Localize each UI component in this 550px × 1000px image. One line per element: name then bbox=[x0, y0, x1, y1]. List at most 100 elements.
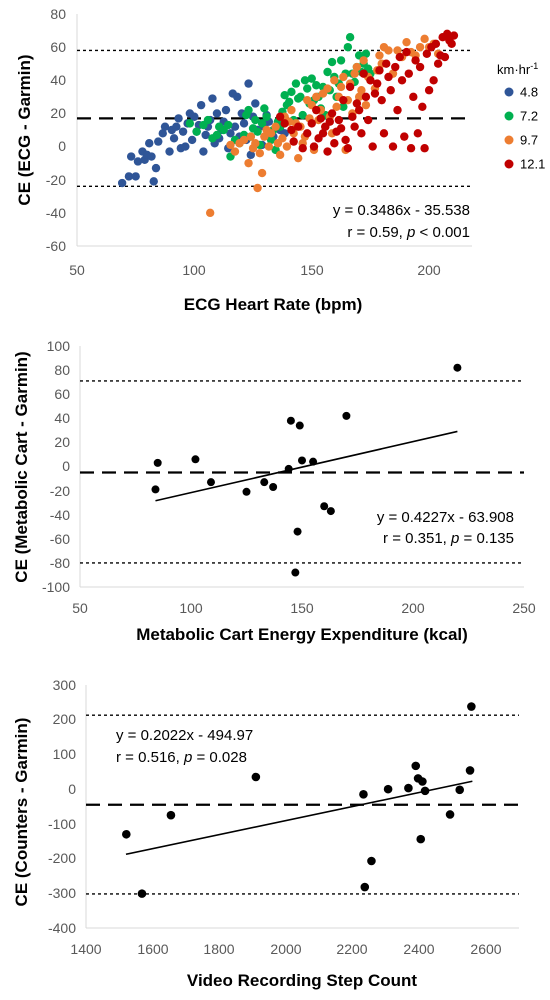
data-point bbox=[178, 127, 188, 136]
y-tick-label: 0 bbox=[58, 138, 66, 154]
data-point bbox=[375, 51, 384, 60]
data-point bbox=[212, 130, 222, 140]
legend-label: 9.7 bbox=[520, 133, 538, 148]
y-tick-label: -80 bbox=[50, 555, 70, 571]
data-point bbox=[465, 766, 475, 775]
data-point bbox=[284, 464, 293, 473]
data-point bbox=[244, 158, 253, 168]
data-point bbox=[386, 86, 395, 95]
data-point bbox=[367, 856, 376, 866]
data-point bbox=[354, 92, 364, 102]
data-point bbox=[455, 785, 465, 795]
x-tick-label: 1400 bbox=[70, 941, 101, 957]
data-point bbox=[160, 122, 170, 131]
data-point bbox=[359, 69, 368, 78]
data-point bbox=[440, 52, 450, 62]
data-point bbox=[251, 99, 260, 108]
data-point bbox=[357, 86, 366, 95]
data-point bbox=[354, 105, 364, 115]
data-point bbox=[309, 142, 319, 151]
data-point bbox=[169, 134, 179, 143]
data-point bbox=[208, 94, 217, 103]
data-point bbox=[318, 129, 328, 138]
y-tick-label: -60 bbox=[50, 531, 70, 547]
data-point bbox=[377, 95, 386, 105]
data-point bbox=[165, 147, 174, 156]
data-point bbox=[293, 527, 302, 536]
y-tick-label: -300 bbox=[48, 885, 76, 901]
x-tick-labels: 1400 1600 1800 2000 2200 2400 2600 bbox=[70, 941, 501, 957]
x-tick-label: 2400 bbox=[403, 941, 434, 957]
regression-equation: y = 0.2022x - 494.97 bbox=[116, 727, 253, 744]
data-point bbox=[269, 482, 278, 491]
data-point bbox=[201, 130, 210, 140]
data-point bbox=[260, 104, 269, 113]
data-point bbox=[271, 122, 280, 131]
data-point bbox=[230, 147, 240, 156]
data-point bbox=[393, 105, 402, 115]
x-tick-label: 2000 bbox=[270, 941, 301, 957]
x-tick-label: 100 bbox=[182, 262, 206, 278]
x-axis-title: Video Recording Step Count bbox=[187, 971, 417, 990]
data-point bbox=[332, 102, 341, 112]
regression-stats: r = 0.516, p = 0.028 bbox=[116, 749, 247, 766]
data-point bbox=[409, 92, 418, 102]
data-points bbox=[117, 29, 459, 218]
data-point bbox=[415, 42, 425, 52]
data-point bbox=[221, 105, 231, 115]
data-point bbox=[122, 829, 131, 839]
regression-equation: y = 0.3486x - 35.538 bbox=[333, 202, 470, 219]
data-point bbox=[166, 810, 176, 820]
data-point bbox=[411, 761, 421, 771]
data-point bbox=[257, 119, 267, 128]
data-point bbox=[126, 152, 136, 161]
y-tick-label: 200 bbox=[53, 711, 77, 727]
data-point bbox=[192, 127, 201, 136]
data-point bbox=[415, 62, 425, 72]
data-point bbox=[284, 97, 294, 107]
x-tick-label: 200 bbox=[417, 262, 441, 278]
data-point bbox=[383, 784, 393, 794]
data-point bbox=[339, 72, 348, 82]
data-point bbox=[309, 457, 318, 466]
data-point bbox=[336, 82, 346, 92]
x-tick-label: 2200 bbox=[336, 941, 367, 957]
x-axis-title: Metabolic Cart Energy Expenditure (kcal) bbox=[136, 625, 468, 644]
data-point bbox=[336, 124, 346, 133]
data-point bbox=[316, 114, 325, 123]
x-tick-label: 1600 bbox=[137, 941, 168, 957]
data-point bbox=[185, 119, 195, 128]
data-point bbox=[323, 84, 332, 93]
data-point bbox=[357, 129, 366, 138]
data-point bbox=[375, 66, 384, 75]
data-point bbox=[402, 37, 411, 47]
data-point bbox=[117, 178, 127, 188]
y-tick-label: 20 bbox=[50, 105, 66, 121]
data-point bbox=[239, 135, 249, 145]
data-point bbox=[289, 137, 298, 146]
legend-marker bbox=[504, 111, 514, 121]
legend: km·hr-1 4.8 7.2 9.7 12.1 bbox=[497, 61, 545, 172]
data-point bbox=[323, 67, 332, 77]
data-point bbox=[330, 76, 339, 85]
data-point bbox=[266, 135, 276, 145]
data-point bbox=[158, 129, 167, 138]
data-point bbox=[418, 777, 427, 786]
legend-label: 7.2 bbox=[520, 109, 538, 124]
data-point bbox=[320, 502, 329, 511]
y-tick-label: 100 bbox=[47, 338, 71, 354]
data-point bbox=[361, 49, 371, 58]
data-point bbox=[226, 129, 235, 138]
y-tick-label: -400 bbox=[48, 920, 76, 936]
data-point bbox=[151, 163, 161, 173]
data-point bbox=[124, 172, 134, 181]
y-tick-label: -40 bbox=[46, 205, 66, 221]
data-point bbox=[343, 42, 353, 52]
y-tick-labels: 80 60 40 20 0 -20 -40 -60 bbox=[46, 6, 66, 254]
data-point bbox=[336, 56, 346, 65]
data-point bbox=[295, 421, 304, 430]
data-point bbox=[199, 147, 208, 156]
data-point bbox=[424, 86, 434, 95]
data-point bbox=[393, 46, 402, 55]
reference-lines bbox=[80, 380, 524, 564]
